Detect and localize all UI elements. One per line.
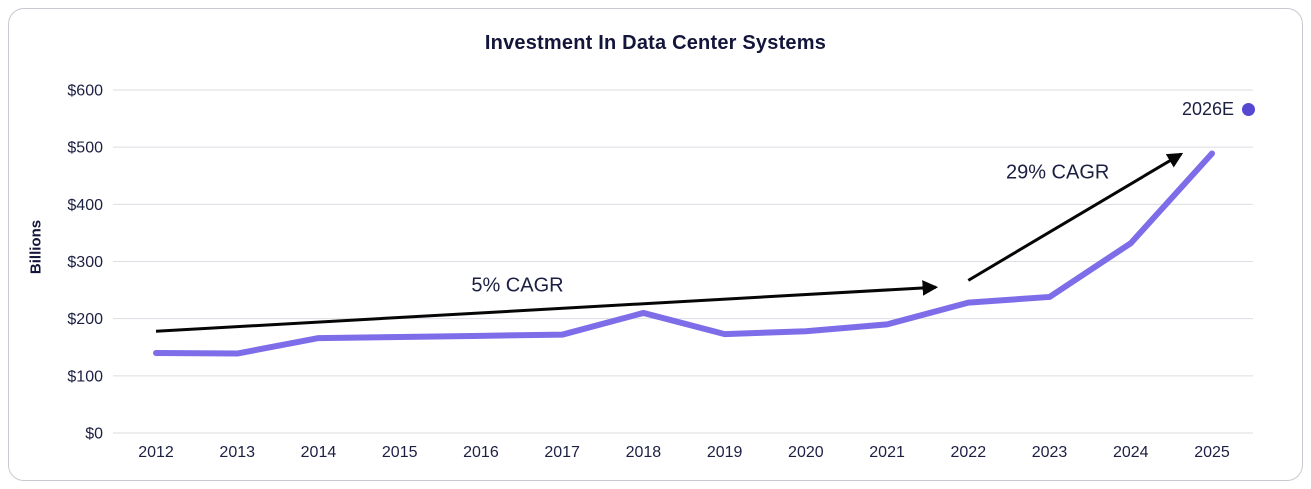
x-tick-label: 2015 <box>382 444 418 461</box>
x-tick-label: 2023 <box>1032 444 1068 461</box>
investment-line <box>153 150 1215 357</box>
x-tick-label: 2021 <box>869 444 905 461</box>
y-tick-label: $0 <box>85 426 103 443</box>
x-tick-label: 2018 <box>626 444 662 461</box>
x-tick-label: 2016 <box>463 444 499 461</box>
x-axis-tick-labels: 2012 2013 2014 2015 2016 2017 2018 2019 2020 2021… <box>138 444 1230 461</box>
x-tick-label: 2014 <box>301 444 337 461</box>
x-tick-label: 2022 <box>951 444 987 461</box>
y-tick-label: $300 <box>67 254 103 271</box>
y-tick-label: $400 <box>67 197 103 214</box>
legend: 2026E <box>1182 99 1255 119</box>
cagr-arrows <box>155 152 1184 333</box>
legend-dot-icon <box>1242 102 1255 116</box>
x-tick-label: 2019 <box>707 444 743 461</box>
x-tick-label: 2024 <box>1113 444 1149 461</box>
cagr-arrow <box>155 280 939 333</box>
y-tick-label: $500 <box>67 140 103 157</box>
y-tick-label: $100 <box>67 368 103 385</box>
data-series <box>153 150 1215 357</box>
x-tick-label: 2020 <box>788 444 824 461</box>
chart-title: Investment In Data Center Systems <box>484 32 827 54</box>
y-tick-label: $600 <box>67 83 103 100</box>
cagr-arrow <box>967 152 1184 282</box>
x-tick-label: 2012 <box>138 444 174 461</box>
gridlines <box>113 89 1253 434</box>
y-axis-tick-labels: $0 $100 $200 $300 $400 $500 $600 <box>67 83 103 443</box>
annotation-29pct-cagr: 29% CAGR <box>1005 161 1110 184</box>
legend-label-2026e: 2026E <box>1181 98 1234 119</box>
annotation-5pct-cagr: 5% CAGR <box>471 274 564 297</box>
y-tick-label: $200 <box>67 311 103 328</box>
x-tick-label: 2025 <box>1194 444 1230 461</box>
chart-card <box>8 8 1303 481</box>
x-tick-label: 2013 <box>219 444 255 461</box>
x-tick-label: 2017 <box>544 444 580 461</box>
